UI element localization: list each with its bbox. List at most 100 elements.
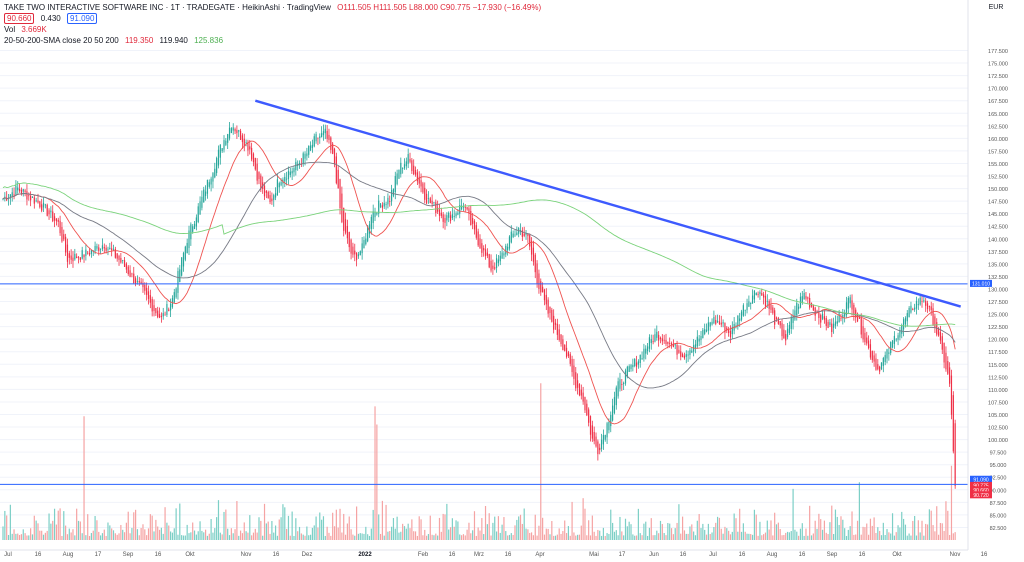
- candle: [396, 173, 398, 185]
- volume-bar: [341, 532, 343, 540]
- candle: [610, 415, 612, 427]
- candle: [85, 249, 87, 256]
- candle: [405, 161, 407, 167]
- candle: [271, 198, 273, 202]
- volume-bar: [930, 510, 932, 540]
- candle: [284, 176, 286, 182]
- candle: [460, 205, 463, 210]
- volume-bar: [877, 527, 879, 540]
- price-badge: [970, 279, 992, 287]
- candle: [418, 176, 420, 184]
- candle: [503, 253, 505, 256]
- volume-bar: [737, 531, 739, 540]
- x-tick-label: Aug: [767, 552, 778, 558]
- x-tick-label: Sep: [827, 552, 838, 558]
- volume-bar: [61, 535, 63, 540]
- volume-bar: [748, 533, 750, 540]
- candle: [136, 281, 139, 282]
- volume-bar: [855, 534, 857, 540]
- volume-bar: [532, 535, 535, 540]
- bid-ask-row: 90.660 0.430 91.090: [4, 13, 101, 24]
- volume-bar: [164, 507, 166, 540]
- candle: [691, 350, 693, 353]
- candle: [597, 441, 599, 455]
- volume-bar: [221, 534, 223, 540]
- volume-bar: [361, 533, 363, 540]
- candle: [13, 194, 15, 196]
- volume-bar: [9, 504, 11, 540]
- sma200-value: 125.836: [194, 36, 224, 45]
- volume-bar: [190, 532, 192, 540]
- candle: [593, 432, 595, 442]
- volume-bar: [35, 520, 37, 540]
- volume-bar: [319, 512, 321, 540]
- volume-bar: [254, 528, 256, 540]
- candle: [361, 243, 363, 254]
- volume-bar: [339, 508, 341, 540]
- x-tick-label: Okt: [892, 552, 902, 558]
- candle: [109, 247, 111, 250]
- candle: [665, 339, 667, 345]
- volume-bar: [847, 529, 849, 540]
- volume-bar: [304, 535, 306, 540]
- candle: [31, 196, 34, 199]
- candle: [286, 178, 288, 180]
- volume-bar: [389, 531, 391, 540]
- candle: [402, 168, 404, 169]
- volume-bar: [298, 526, 301, 540]
- candle: [138, 281, 140, 283]
- volume-bar: [55, 524, 58, 540]
- volume-bar: [720, 528, 722, 540]
- candle: [15, 185, 17, 196]
- bid-box[interactable]: 90.660: [4, 13, 35, 24]
- volume-bar: [751, 534, 754, 540]
- ask-box[interactable]: 91.090: [66, 13, 98, 24]
- candle: [59, 220, 61, 234]
- y-tick-label: 97.500: [990, 451, 1007, 457]
- y-tick-label: 147.500: [988, 200, 1008, 206]
- volume-bar: [437, 535, 439, 540]
- volume-bar: [890, 533, 892, 540]
- volume-bar: [702, 523, 704, 540]
- candle: [127, 266, 129, 275]
- volume-bar: [6, 515, 8, 540]
- volume-bar: [287, 515, 290, 540]
- volume-bar: [761, 535, 763, 540]
- candle: [214, 168, 216, 178]
- candle: [33, 197, 35, 204]
- candle: [823, 316, 825, 320]
- candle: [107, 248, 109, 250]
- candle: [553, 315, 555, 330]
- volume-bar: [759, 521, 761, 540]
- candle: [472, 218, 474, 224]
- candle: [855, 309, 857, 318]
- volume-bar: [147, 528, 150, 540]
- candle: [326, 130, 328, 139]
- candle: [481, 243, 483, 253]
- volume-bar: [184, 535, 186, 540]
- candle: [332, 143, 334, 154]
- candle: [792, 316, 794, 324]
- candle: [341, 193, 343, 223]
- volume-bar: [698, 514, 700, 540]
- candle: [783, 329, 785, 339]
- candle: [847, 297, 849, 309]
- volume-bar: [812, 533, 814, 540]
- volume-bar: [125, 522, 127, 540]
- candle: [884, 355, 886, 362]
- y-tick-label: 87.500: [990, 501, 1007, 507]
- volume-bar: [672, 534, 674, 540]
- volume-bar: [902, 518, 905, 540]
- candle: [639, 354, 641, 363]
- candle: [464, 207, 466, 208]
- y-tick-label: 90.000: [990, 488, 1007, 494]
- candle: [269, 195, 271, 203]
- volume-bar: [160, 527, 162, 540]
- volume-bar: [693, 531, 695, 540]
- candle: [413, 165, 415, 175]
- candle: [186, 242, 188, 254]
- volume-bar: [462, 534, 465, 540]
- candle: [538, 273, 540, 289]
- volume-bar: [823, 520, 825, 540]
